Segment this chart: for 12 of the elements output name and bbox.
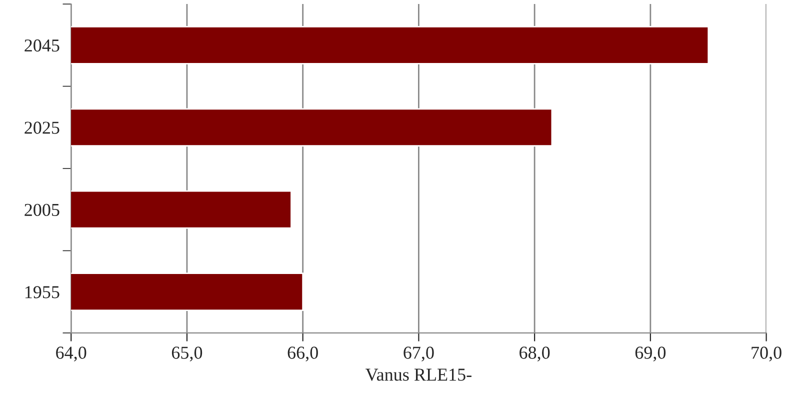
x-tick-label: 66,0 (288, 346, 318, 362)
x-tick-label: 65,0 (172, 346, 202, 362)
x-tick-label: 64,0 (56, 346, 86, 362)
x-tick-label: 69,0 (635, 346, 666, 362)
x-tick-label: 68,0 (520, 346, 550, 362)
y-tick-label: 2005 (24, 204, 60, 216)
y-tick-label: 1955 (25, 286, 60, 298)
x-tick-label: 67,0 (404, 346, 434, 362)
x-axis-title: Vanus RLE15- (366, 368, 472, 381)
y-tick-label: 2045 (24, 39, 60, 52)
y-tick-label: 2025 (24, 122, 60, 134)
x-tick-label: 70,0 (752, 346, 782, 362)
